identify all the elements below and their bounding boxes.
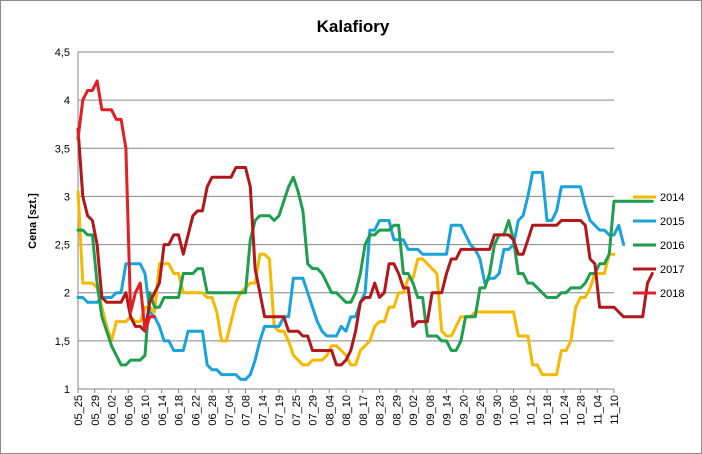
x-tick-label: 10_06 xyxy=(509,395,521,426)
x-tick-label: 06_02 xyxy=(107,395,119,426)
x-tick-label: 07_19 xyxy=(274,395,286,426)
series-line-2015 xyxy=(76,170,626,381)
y-tick-label: 4,5 xyxy=(55,47,70,59)
x-tick-label: 05_25 xyxy=(73,395,85,426)
x-tick-label: 08_29 xyxy=(391,395,403,426)
grid-lines xyxy=(77,51,614,390)
x-tick-label: 10_28 xyxy=(576,395,588,426)
y-tick-label: 1,5 xyxy=(55,336,70,348)
y-tick-label: 2 xyxy=(64,288,70,300)
series-lines xyxy=(76,79,654,381)
legend: 2014 2015 2016 2017 2018 xyxy=(633,192,684,300)
x-tick-label: 08_10 xyxy=(341,395,353,426)
legend-label: 2015 xyxy=(660,216,684,228)
x-tick-label: 09_26 xyxy=(475,395,487,426)
y-tick-label: 3,5 xyxy=(55,143,70,155)
x-tick-label: 08_17 xyxy=(358,395,370,426)
y-axis-label: Cena [szt.] xyxy=(27,193,39,249)
x-tick-label: 06_06 xyxy=(123,395,135,426)
series-line-2014 xyxy=(76,190,616,377)
y-axis-ticks: 1 1,5 2 2,5 3 3,5 4 4,5 xyxy=(55,47,70,396)
x-tick-label: 09_02 xyxy=(408,395,420,426)
x-tick-label: 11_04 xyxy=(592,395,604,425)
x-tick-label: 06_28 xyxy=(207,395,219,426)
x-tick-label: 06_22 xyxy=(190,395,202,426)
x-tick-label: 10_12 xyxy=(525,395,537,426)
series-line-2017 xyxy=(76,127,654,367)
x-tick-label: 09_14 xyxy=(442,395,454,426)
y-tick-label: 2,5 xyxy=(55,240,70,252)
legend-label: 2017 xyxy=(660,264,684,276)
y-tick-label: 4 xyxy=(64,95,70,107)
x-tick-label: 06_10 xyxy=(140,395,152,426)
series-line-2018 xyxy=(76,79,157,333)
legend-label: 2014 xyxy=(660,192,684,204)
y-tick-label: 3 xyxy=(64,191,70,203)
x-tick-label: 08_04 xyxy=(324,395,336,426)
x-tick-label: 05_29 xyxy=(90,395,102,426)
x-tick-label: 08_23 xyxy=(375,395,387,426)
x-axis-ticks: 05_25 05_29 06_02 06_06 06_10 06_14 06_18 06_22… xyxy=(73,389,621,426)
x-tick-label: 07_14 xyxy=(257,395,269,426)
x-tick-label: 11_10 xyxy=(609,395,621,425)
x-tick-label: 10_18 xyxy=(542,395,554,426)
x-tick-label: 07_29 xyxy=(308,395,320,426)
x-tick-label: 09_30 xyxy=(492,395,504,426)
x-tick-label: 07_25 xyxy=(291,395,303,426)
x-tick-label: 09_08 xyxy=(425,395,437,426)
x-tick-label: 07_04 xyxy=(224,395,236,426)
x-tick-label: 09_20 xyxy=(458,395,470,426)
y-tick-label: 1 xyxy=(64,384,70,396)
x-tick-label: 06_18 xyxy=(174,395,186,426)
chart-title: Kalafiory xyxy=(317,17,390,36)
x-tick-label: 06_14 xyxy=(157,395,169,426)
x-tick-label: 07_08 xyxy=(241,395,253,426)
series-line-2016 xyxy=(76,175,654,367)
x-tick-label: 10_24 xyxy=(559,395,571,426)
legend-label: 2016 xyxy=(660,240,684,252)
legend-label: 2018 xyxy=(660,288,684,300)
